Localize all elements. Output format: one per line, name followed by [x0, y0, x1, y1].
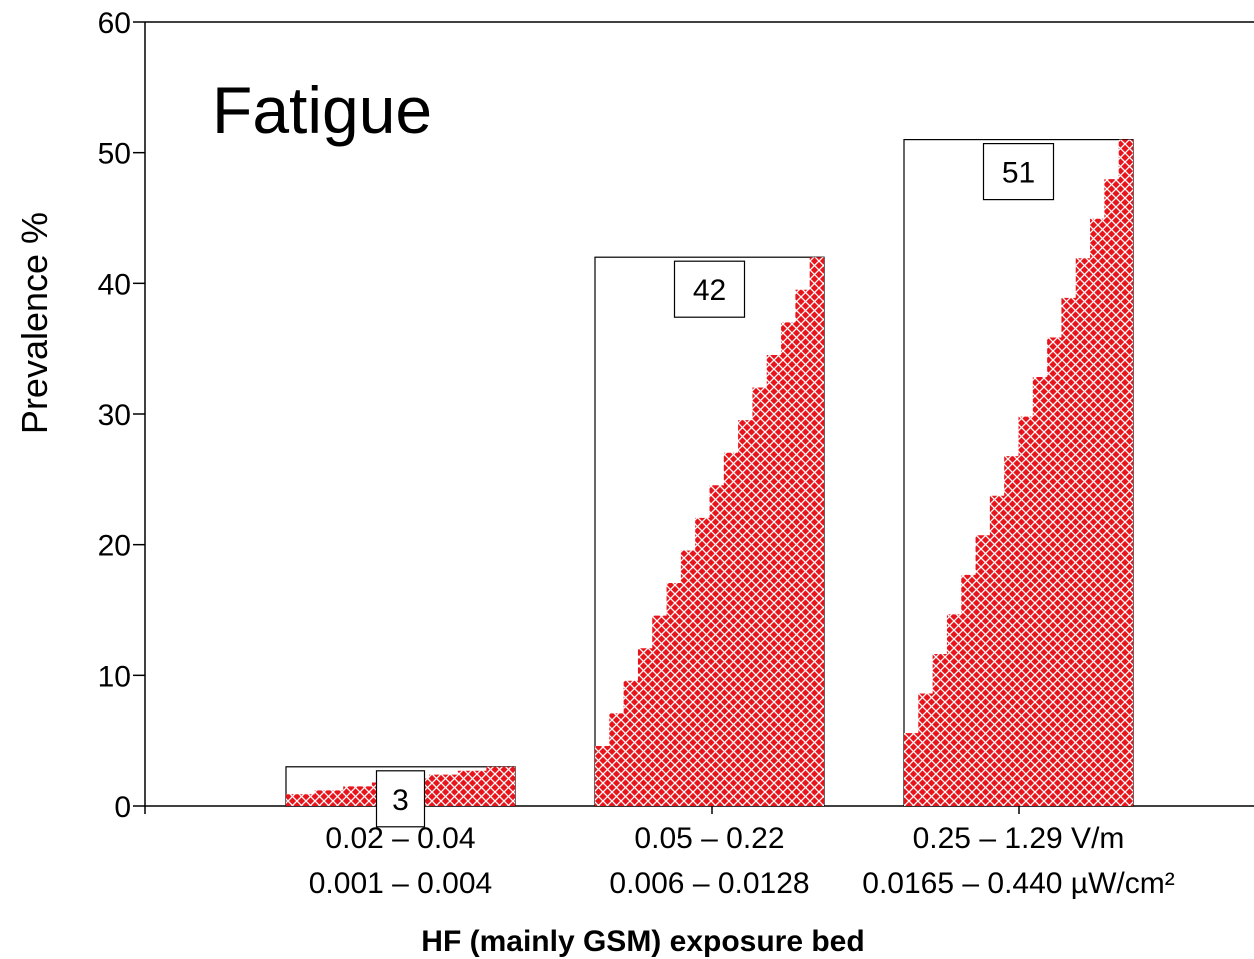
y-tick-label: 40 — [98, 268, 131, 301]
bar-fill — [595, 257, 824, 806]
x-category-label-line1: 0.25 – 1.29 V/m — [913, 822, 1125, 855]
value-label-box — [982, 143, 1055, 201]
bar-fill — [904, 139, 1133, 807]
x-category-label-line2: 0.001 – 0.004 — [309, 867, 493, 900]
y-tick-label: 0 — [114, 791, 131, 824]
y-tick-label: 30 — [98, 399, 131, 432]
value-label-box — [375, 770, 426, 828]
bars — [285, 139, 1134, 807]
y-tick-label: 50 — [98, 138, 131, 171]
y-axis-label: Prevalence % — [14, 212, 55, 434]
y-tick-label: 20 — [98, 530, 131, 563]
value-label: 3 — [392, 784, 409, 817]
value-label-box — [673, 260, 746, 318]
x-category-label-line2: 0.006 – 0.0128 — [609, 867, 809, 900]
x-axis-label: HF (mainly GSM) exposure bed — [421, 925, 864, 958]
labels: 3 0.02 – 0.04 0.001 – 0.004 42 0.05 – 0.22 0.… — [309, 143, 1175, 900]
x-category-label-line1: 0.02 – 0.04 — [325, 822, 475, 855]
x-category-label-line1: 0.05 – 0.22 — [634, 822, 784, 855]
chart-title: Fatigue — [212, 73, 432, 147]
y-tick-label: 60 — [98, 7, 131, 40]
value-label: 51 — [1002, 157, 1035, 190]
value-label: 42 — [693, 274, 726, 307]
y-tick-label: 10 — [98, 660, 131, 693]
x-category-label-line2: 0.0165 – 0.440 µW/cm² — [862, 867, 1174, 900]
axes: 0 10 20 30 40 50 60 — [98, 7, 1254, 824]
